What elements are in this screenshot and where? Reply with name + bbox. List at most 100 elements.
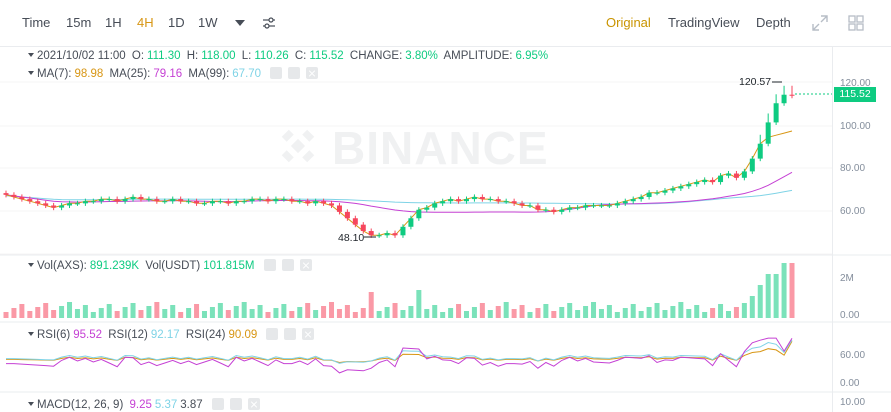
collapse-caret-icon[interactable] (28, 53, 34, 57)
volume-bar (567, 303, 573, 318)
collapse-caret-icon[interactable] (28, 263, 34, 267)
candle-body (233, 201, 239, 204)
interval-1d[interactable]: 1D (168, 15, 185, 30)
rsi12-value: 92.17 (150, 329, 180, 341)
volume-bar (511, 309, 517, 318)
change-value: 3.80% (405, 50, 438, 62)
volume-bar (392, 303, 398, 318)
volume-bar (622, 308, 628, 318)
close-icon[interactable] (299, 259, 312, 271)
volume-bar (718, 304, 724, 318)
candle-body (321, 201, 327, 204)
view-depth-tab[interactable]: Depth (756, 15, 791, 30)
candle-body (336, 205, 342, 212)
volume-bar (130, 303, 136, 318)
macd-legend: MACD(12, 26, 9) 9.25 5.37 3.87 (28, 398, 263, 411)
indicator-settings-icon[interactable] (262, 16, 276, 30)
volume-bar (352, 312, 358, 318)
candle-body (352, 218, 358, 225)
settings-icon[interactable] (284, 328, 297, 340)
interval-4h[interactable]: 4H (137, 15, 154, 30)
volume-tick: 0.00 (840, 310, 860, 321)
volume-bar (416, 290, 422, 318)
candle-body (670, 188, 676, 191)
volume-bar (90, 312, 96, 318)
volume-bar (440, 312, 446, 318)
volume-bar (305, 303, 311, 318)
volume-bar (702, 312, 708, 318)
view-original-tab[interactable]: Original (606, 15, 651, 30)
candle-body (297, 201, 303, 203)
candle-body (718, 175, 724, 183)
candle-body (495, 199, 501, 202)
candle-body (702, 179, 708, 183)
close-icon[interactable] (306, 67, 319, 79)
more-intervals-dropdown-icon[interactable] (235, 20, 245, 26)
hide-icon[interactable] (263, 259, 276, 271)
volume-bar (297, 307, 303, 318)
low-value: 110.26 (254, 50, 289, 62)
kline-chart[interactable] (0, 46, 891, 412)
candle-body (654, 192, 660, 194)
candle-body (225, 201, 231, 204)
price-axis-divider (832, 46, 833, 412)
volume-bar (654, 303, 660, 318)
candle-body (456, 199, 462, 202)
volume-bar (257, 305, 263, 318)
volume-bar (19, 304, 25, 318)
settings-icon[interactable] (281, 259, 294, 271)
candle-body (106, 199, 112, 201)
rsi-tick: 60.00 (840, 350, 866, 361)
collapse-caret-icon[interactable] (28, 332, 34, 336)
interval-1w[interactable]: 1W (198, 15, 218, 30)
candle-body (583, 205, 589, 208)
volume-bar (170, 305, 176, 318)
candle-body (733, 173, 739, 178)
volume-bar (74, 309, 80, 318)
ma99-value: 67.70 (232, 68, 262, 80)
candle-body (408, 218, 414, 227)
interval-15m[interactable]: 15m (66, 15, 92, 30)
volume-bar (35, 307, 41, 318)
layout-grid-icon[interactable] (848, 15, 864, 31)
interval-time[interactable]: Time (22, 15, 51, 30)
hide-icon[interactable] (270, 67, 283, 79)
candle-body (741, 171, 747, 178)
volume-bar (217, 303, 223, 318)
volume-bar (424, 309, 430, 318)
volume-bar (201, 311, 207, 318)
candle-body (591, 205, 597, 207)
fullscreen-icon[interactable] (812, 15, 828, 31)
volume-bar (583, 306, 589, 318)
hide-icon[interactable] (266, 328, 279, 340)
volume-bar (725, 311, 731, 318)
volume-bar (67, 302, 73, 318)
settings-icon[interactable] (288, 67, 301, 79)
volume-bar (98, 308, 104, 318)
volume-bar (249, 309, 255, 318)
volume-bar (773, 274, 779, 318)
volume-bar (384, 307, 390, 318)
close-icon[interactable] (302, 328, 315, 340)
volume-bar (336, 309, 342, 318)
candle-body (98, 199, 104, 202)
view-tradingview-tab[interactable]: TradingView (668, 15, 740, 30)
volume-bar (630, 304, 636, 318)
candle-body (368, 231, 374, 236)
candle-body (162, 201, 168, 203)
hide-icon[interactable] (211, 398, 224, 410)
ma7-line (5, 130, 793, 236)
settings-icon[interactable] (229, 398, 242, 410)
macd-value-1: 9.25 (129, 399, 152, 411)
volume-bar (162, 309, 168, 318)
collapse-caret-icon[interactable] (28, 402, 34, 406)
interval-1h[interactable]: 1H (105, 15, 122, 30)
volume-bar (463, 311, 469, 318)
volume-bar (749, 296, 755, 318)
close-icon[interactable] (247, 398, 260, 410)
volume-bar (408, 306, 414, 318)
rsi-legend: RSI(6) 95.52 RSI(12) 92.17 RSI(24) 90.09 (28, 328, 317, 341)
volume-bar (606, 305, 612, 318)
collapse-caret-icon[interactable] (28, 71, 34, 75)
candle-body (559, 209, 565, 212)
